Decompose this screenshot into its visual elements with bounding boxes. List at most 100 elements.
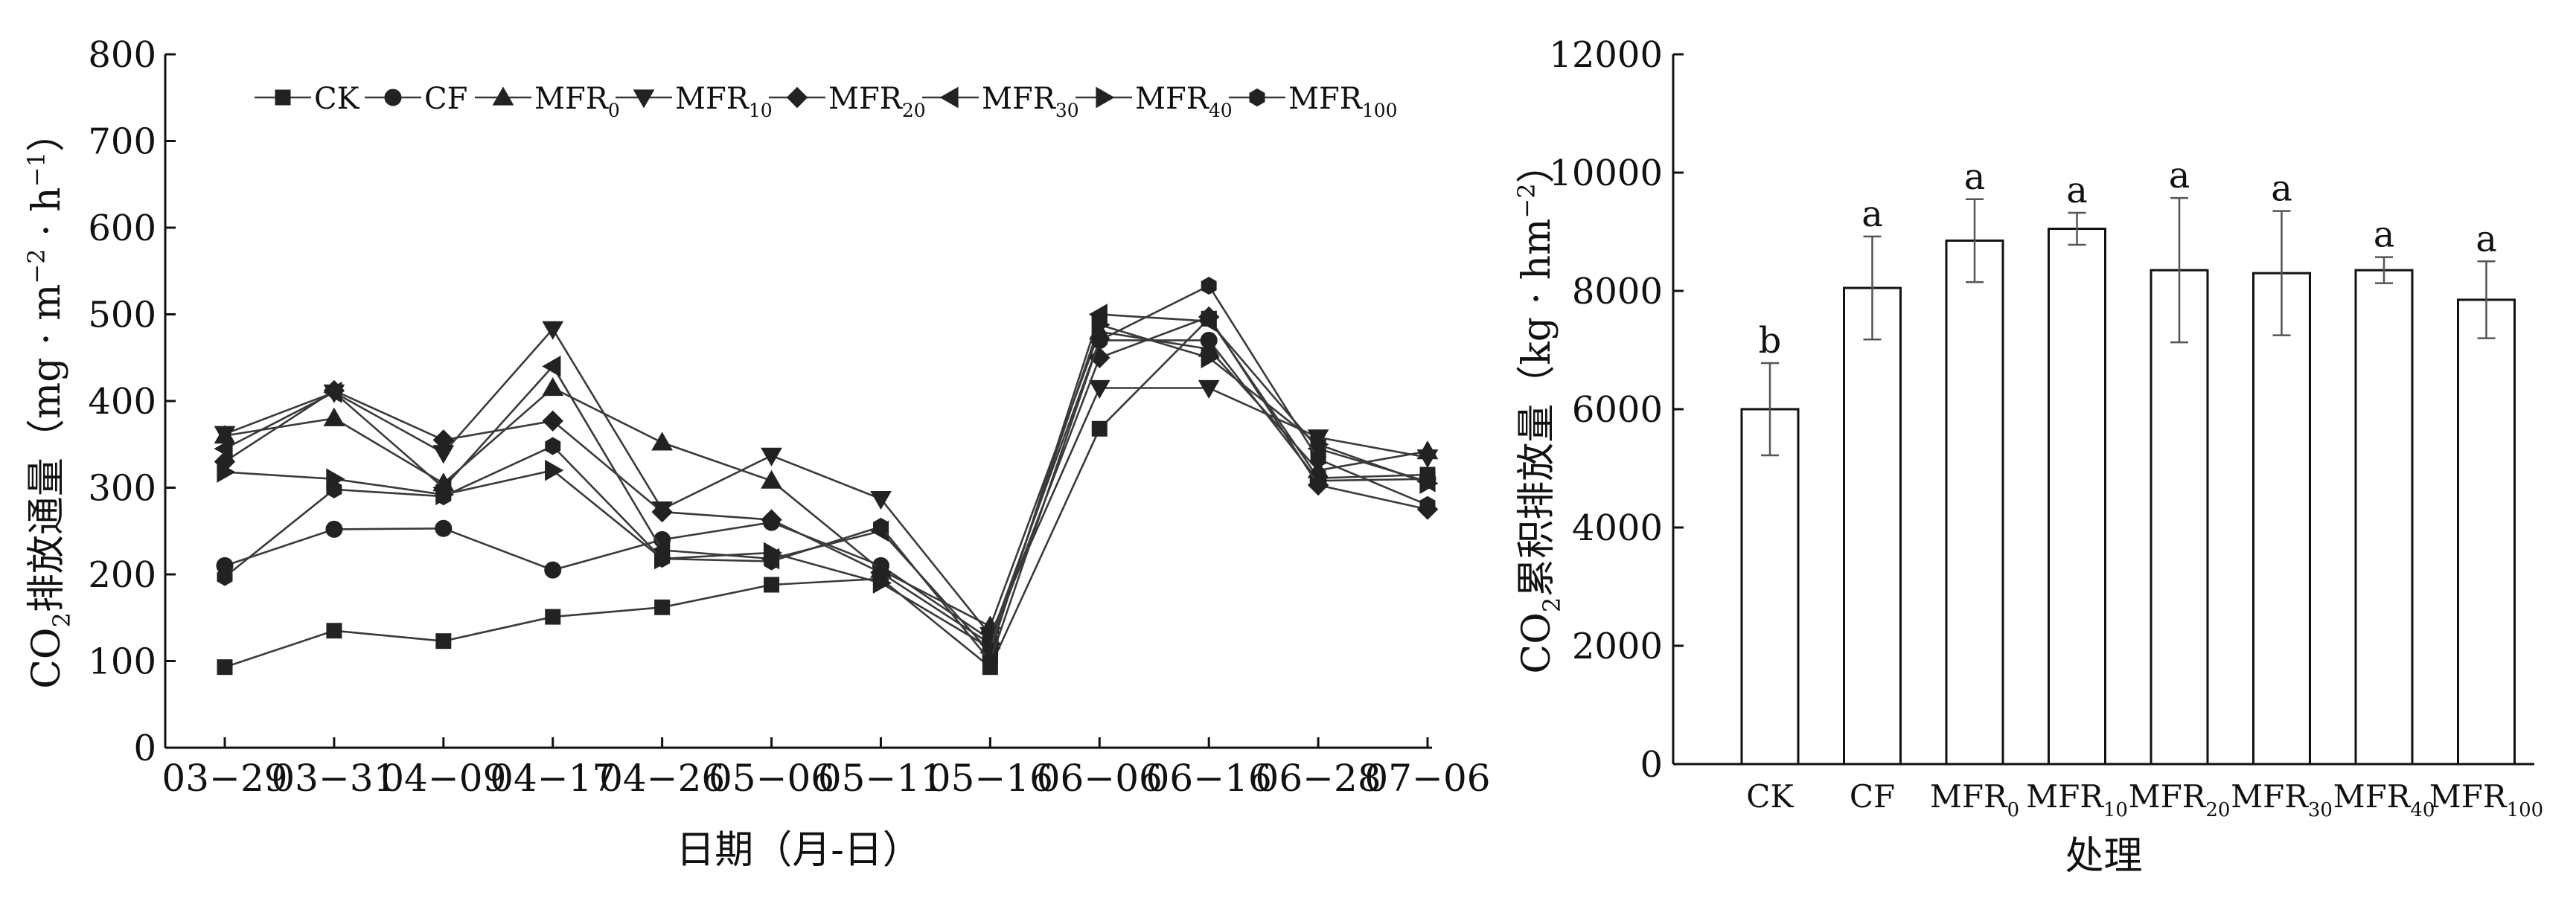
x-tick-label: 03−29 [162, 757, 287, 800]
x-tick-label: 06−28 [1256, 757, 1381, 800]
legend-label: MFR30 [982, 82, 1079, 121]
significance-letter: a [2271, 168, 2292, 210]
x-tick-label: MFR30 [2231, 778, 2333, 821]
series-line [224, 313, 1428, 655]
x-axis-label: 处理 [2065, 834, 2142, 879]
y-tick-label: 800 [88, 34, 156, 76]
data-point [325, 520, 343, 538]
series-line [224, 323, 1428, 650]
legend-label: CK [314, 82, 360, 116]
y-axis-label: CO2累积排放量（kg · hm−2） [1512, 144, 1566, 673]
data-point [432, 429, 455, 451]
data-point [654, 549, 671, 568]
y-tick-label: 300 [88, 468, 156, 510]
legend-item-MFR20: MFR20 [769, 82, 926, 121]
data-point [1419, 472, 1439, 495]
bar [1740, 408, 1800, 766]
legend-marker [275, 89, 291, 106]
legend-marker [384, 89, 402, 106]
y-tick-label: 200 [88, 554, 156, 596]
data-point [982, 652, 998, 670]
data-point [1310, 433, 1329, 455]
series-line [224, 317, 1428, 669]
data-point [542, 410, 563, 432]
significance-letter: a [2169, 155, 2190, 196]
data-point [1088, 379, 1110, 400]
y-tick-label: 2000 [1572, 626, 1663, 667]
series-MFR10 [214, 321, 1439, 647]
x-tick-label: MFR40 [2333, 778, 2435, 821]
data-point [214, 437, 233, 460]
data-point [761, 469, 782, 489]
bar [2150, 269, 2209, 766]
legend-item-MFR10: MFR10 [616, 82, 773, 121]
legend-item-MFR100: MFR100 [1229, 82, 1398, 121]
data-point [544, 561, 562, 579]
x-axis-label: 日期（月-日） [676, 828, 921, 873]
legend-marker [1249, 88, 1265, 107]
data-point [1091, 314, 1110, 336]
legend-marker [786, 86, 808, 109]
bar [2354, 269, 2414, 766]
data-point [654, 599, 671, 615]
series-CF [216, 331, 1436, 648]
legend-item-CF: CF [365, 82, 467, 116]
data-point [542, 321, 564, 340]
significance-letter: a [1964, 156, 1986, 198]
x-tick-label: MFR10 [2026, 778, 2128, 821]
data-point [1091, 331, 1108, 350]
significance-letter: a [2374, 214, 2395, 256]
series-line [224, 315, 1428, 646]
y-tick-label: 100 [88, 641, 156, 683]
data-point [545, 437, 561, 455]
x-tick-label: MFR20 [2129, 778, 2231, 821]
legend-item-CK: CK [255, 82, 360, 116]
series-line [224, 327, 1428, 637]
data-point [1201, 277, 1217, 295]
bar [1945, 239, 2004, 766]
data-point [1307, 474, 1329, 496]
significance-letter: b [1759, 320, 1782, 362]
y-tick-label: 400 [88, 381, 156, 423]
data-point [1310, 450, 1326, 469]
x-tick-label: MFR0 [1930, 778, 2019, 821]
data-point [323, 382, 342, 403]
bar [2457, 298, 2516, 766]
bar [2048, 228, 2106, 766]
data-point [1198, 379, 1220, 400]
data-point [761, 447, 782, 466]
data-point [435, 519, 453, 537]
legend-label: MFR20 [828, 82, 926, 121]
y-tick-label: 10000 [1549, 153, 1663, 194]
legend-label: MFR100 [1288, 82, 1398, 121]
data-point [217, 659, 233, 676]
legend-item-MFR30: MFR30 [922, 82, 1079, 121]
x-tick-label: CK [1746, 778, 1794, 815]
legend-label: MFR10 [675, 82, 773, 121]
x-tick-label: 05−11 [818, 757, 944, 800]
data-point [542, 376, 564, 397]
bar [1843, 286, 1902, 766]
x-tick-label: 06−16 [1146, 757, 1272, 800]
y-tick-label: 500 [88, 295, 156, 336]
data-point [435, 487, 452, 506]
legend-marker [492, 86, 514, 106]
x-tick-label: MFR100 [2429, 778, 2543, 821]
data-point [1416, 449, 1439, 469]
legend-marker [633, 89, 655, 109]
bar [2252, 272, 2311, 766]
data-point [542, 356, 561, 377]
significance-letter: a [2476, 218, 2497, 260]
y-tick-label: 0 [133, 728, 156, 769]
data-point [1198, 310, 1217, 333]
data-point [326, 623, 342, 639]
legend-marker [939, 86, 959, 109]
significance-letter: a [1861, 193, 1883, 235]
y-tick-label: 700 [88, 121, 156, 163]
cumulative-bar-chart: 0 2000 4000 6000 8000 10000 12000 b CK a CF a MFR0 a M… [1512, 34, 2543, 879]
data-point [873, 517, 889, 536]
y-tick-label: 6000 [1572, 389, 1663, 431]
data-point [217, 568, 233, 586]
flux-line-chart: 0 100 200 300 400 500 600 700 800 03−2903−3104−09… [22, 34, 1491, 873]
